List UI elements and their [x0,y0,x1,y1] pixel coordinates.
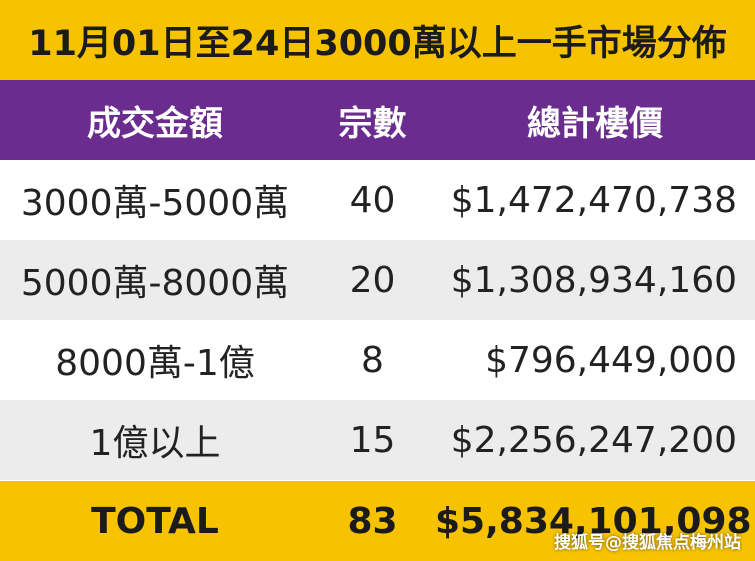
cell-range: 1億以上 [89,423,221,464]
cell-range: 5000萬-8000萬 [20,263,290,304]
total-count: 83 [347,500,398,542]
cell-count: 8 [361,339,384,381]
table-row: 5000萬-8000萬 20 $1,308,934,160 [0,240,755,320]
cell-count: 15 [349,419,396,461]
cell-total: $1,472,470,738 [450,179,737,221]
header-row: 成交金額 宗數 總計樓價 [0,80,755,160]
table-row: 1億以上 15 $2,256,247,200 [0,400,755,480]
total-label: TOTAL [91,500,219,542]
header-count: 宗數 [338,103,407,144]
total-row: TOTAL 83 $5,834,101,098 [0,481,755,561]
total-amount: $5,834,101,098 [435,500,752,542]
cell-range: 8000萬-1億 [55,343,255,384]
header-total-price: 總計樓價 [527,103,663,144]
cell-total: $796,449,000 [485,339,737,381]
cell-total: $2,256,247,200 [450,419,737,461]
cell-total: $1,308,934,160 [450,259,737,301]
table-row: 8000萬-1億 8 $796,449,000 [0,320,755,400]
table-title: 11月01日至24日3000萬以上一手市場分佈 [28,23,727,64]
table-row: 3000萬-5000萬 40 $1,472,470,738 [0,160,755,240]
cell-count: 20 [349,259,396,301]
title-bar: 11月01日至24日3000萬以上一手市場分佈 [0,0,755,80]
cell-count: 40 [349,179,396,221]
watermark: 搜狐号@搜狐焦点梅州站 [554,533,741,553]
cell-range: 3000萬-5000萬 [20,183,290,224]
header-amount-range: 成交金額 [87,103,223,144]
